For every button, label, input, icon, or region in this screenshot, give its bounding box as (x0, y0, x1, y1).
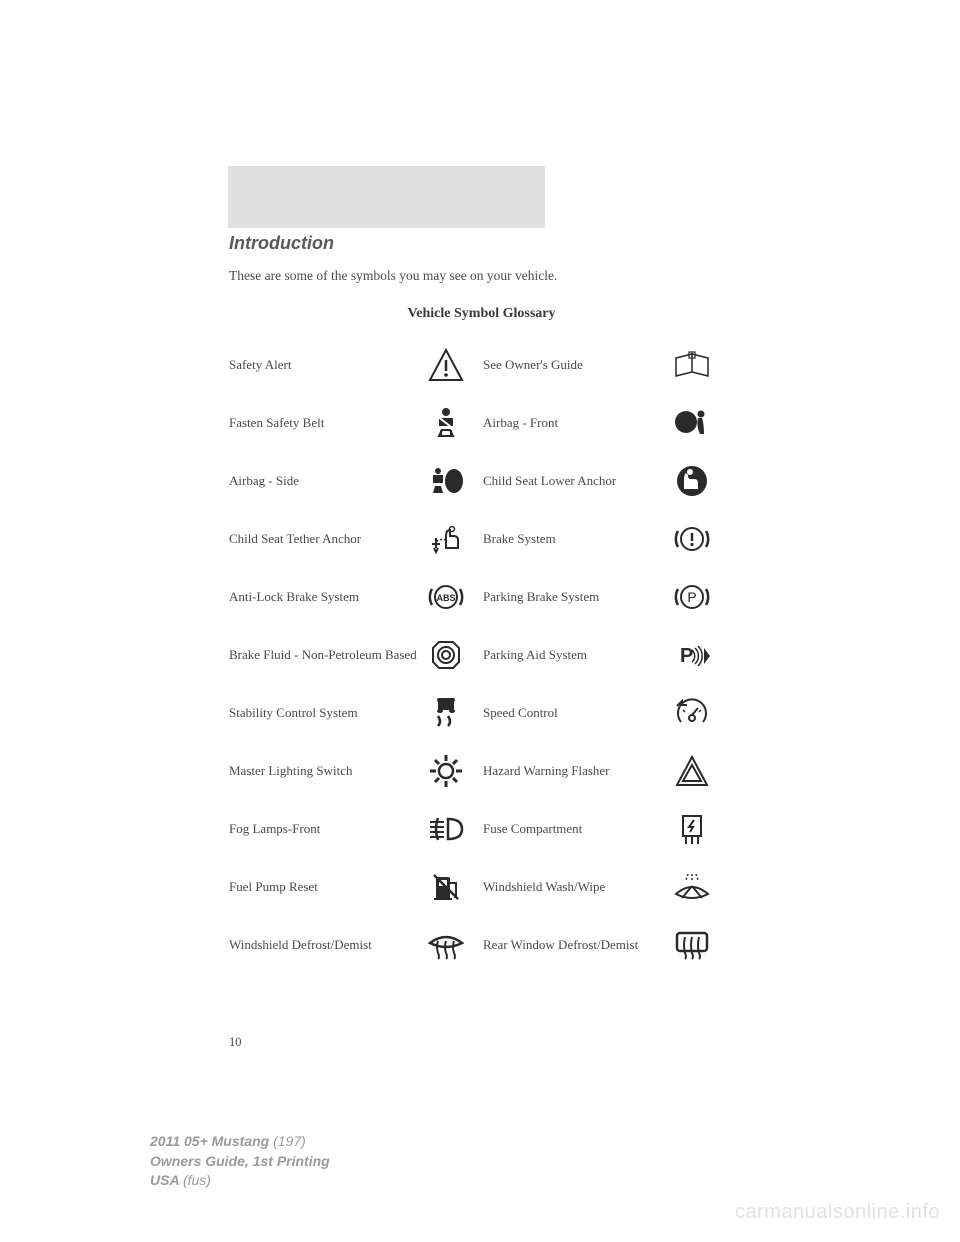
master-lighting-icon (423, 753, 469, 789)
page-number: 10 (229, 1035, 242, 1050)
parking-aid-icon: P (669, 642, 715, 668)
symbol-label: Parking Aid System (469, 647, 669, 663)
footer-line-2: Owners Guide, 1st Printing (150, 1152, 330, 1172)
airbag-front-icon (669, 408, 715, 438)
symbol-label: Parking Brake System (469, 589, 669, 605)
glossary-row: Stability Control System Speed Control (229, 684, 734, 742)
brake-system-icon (669, 525, 715, 553)
windshield-wash-wipe-icon (669, 872, 715, 902)
symbol-label: Anti-Lock Brake System (229, 589, 423, 605)
symbol-label: Fog Lamps-Front (229, 821, 423, 837)
glossary-row: Master Lighting Switch Hazard Warning Fl… (229, 742, 734, 800)
safety-alert-icon (423, 348, 469, 382)
watermark: carmanualsonline.info (735, 1201, 940, 1224)
child-seat-tether-anchor-icon (423, 524, 469, 554)
rear-window-defrost-icon (669, 929, 715, 961)
symbol-label: Speed Control (469, 705, 669, 721)
footer: 2011 05+ Mustang (197) Owners Guide, 1st… (150, 1132, 330, 1191)
symbol-label: Hazard Warning Flasher (469, 763, 669, 779)
symbol-label: Fasten Safety Belt (229, 415, 423, 431)
fasten-safety-belt-icon (423, 406, 469, 440)
symbol-label: Windshield Defrost/Demist (229, 937, 423, 953)
glossary-grid: Safety Alert See Owner's Guide i Fasten … (229, 336, 734, 974)
glossary-row: Windshield Defrost/Demist Rear Window De… (229, 916, 734, 974)
glossary-row: Safety Alert See Owner's Guide i (229, 336, 734, 394)
symbol-label: Brake Fluid - Non-Petroleum Based (229, 647, 423, 663)
svg-text:ABS: ABS (436, 593, 455, 603)
svg-text:P: P (687, 589, 696, 605)
glossary-row: Anti-Lock Brake System ABS Parking Brake… (229, 568, 734, 626)
footer-line-3: USA (fus) (150, 1171, 330, 1191)
owners-guide-icon: i (669, 350, 715, 380)
glossary-row: Fog Lamps-Front Fuse Compartment (229, 800, 734, 858)
footer-line-1: 2011 05+ Mustang (197) (150, 1132, 330, 1152)
symbol-label: Fuel Pump Reset (229, 879, 423, 895)
windshield-defrost-icon (423, 929, 469, 961)
header-gray-block (228, 166, 545, 228)
svg-text:P: P (680, 645, 693, 667)
speed-control-icon (669, 698, 715, 728)
symbol-label: Child Seat Lower Anchor (469, 473, 669, 489)
fog-lamps-front-icon (423, 815, 469, 843)
glossary-row: Child Seat Tether Anchor Brake System (229, 510, 734, 568)
intro-text: These are some of the symbols you may se… (229, 268, 557, 284)
symbol-label: Master Lighting Switch (229, 763, 423, 779)
abs-icon: ABS (423, 583, 469, 611)
glossary-row: Brake Fluid - Non-Petroleum Based Parkin… (229, 626, 734, 684)
symbol-label: Windshield Wash/Wipe (469, 879, 669, 895)
airbag-side-icon (423, 466, 469, 496)
symbol-label: Airbag - Side (229, 473, 423, 489)
glossary-title: Vehicle Symbol Glossary (229, 306, 734, 322)
glossary-row: Fuel Pump Reset Windshield Wash/Wipe (229, 858, 734, 916)
child-seat-lower-anchor-icon (669, 465, 715, 497)
symbol-label: Child Seat Tether Anchor (229, 531, 423, 547)
fuel-pump-reset-icon (423, 871, 469, 903)
glossary-row: Fasten Safety Belt Airbag - Front (229, 394, 734, 452)
stability-control-icon (423, 696, 469, 730)
symbol-label: Brake System (469, 531, 669, 547)
symbol-label: Airbag - Front (469, 415, 669, 431)
symbol-label: Stability Control System (229, 705, 423, 721)
brake-fluid-icon (423, 638, 469, 672)
symbol-label: Rear Window Defrost/Demist (469, 937, 669, 953)
section-header: Introduction (229, 233, 334, 254)
symbol-label: Fuse Compartment (469, 821, 669, 837)
symbol-label: Safety Alert (229, 357, 423, 373)
glossary-row: Airbag - Side Child Seat Lower Anchor (229, 452, 734, 510)
fuse-compartment-icon (669, 812, 715, 846)
parking-brake-icon: P (669, 583, 715, 611)
hazard-warning-icon (669, 755, 715, 787)
symbol-label: See Owner's Guide (469, 357, 669, 373)
